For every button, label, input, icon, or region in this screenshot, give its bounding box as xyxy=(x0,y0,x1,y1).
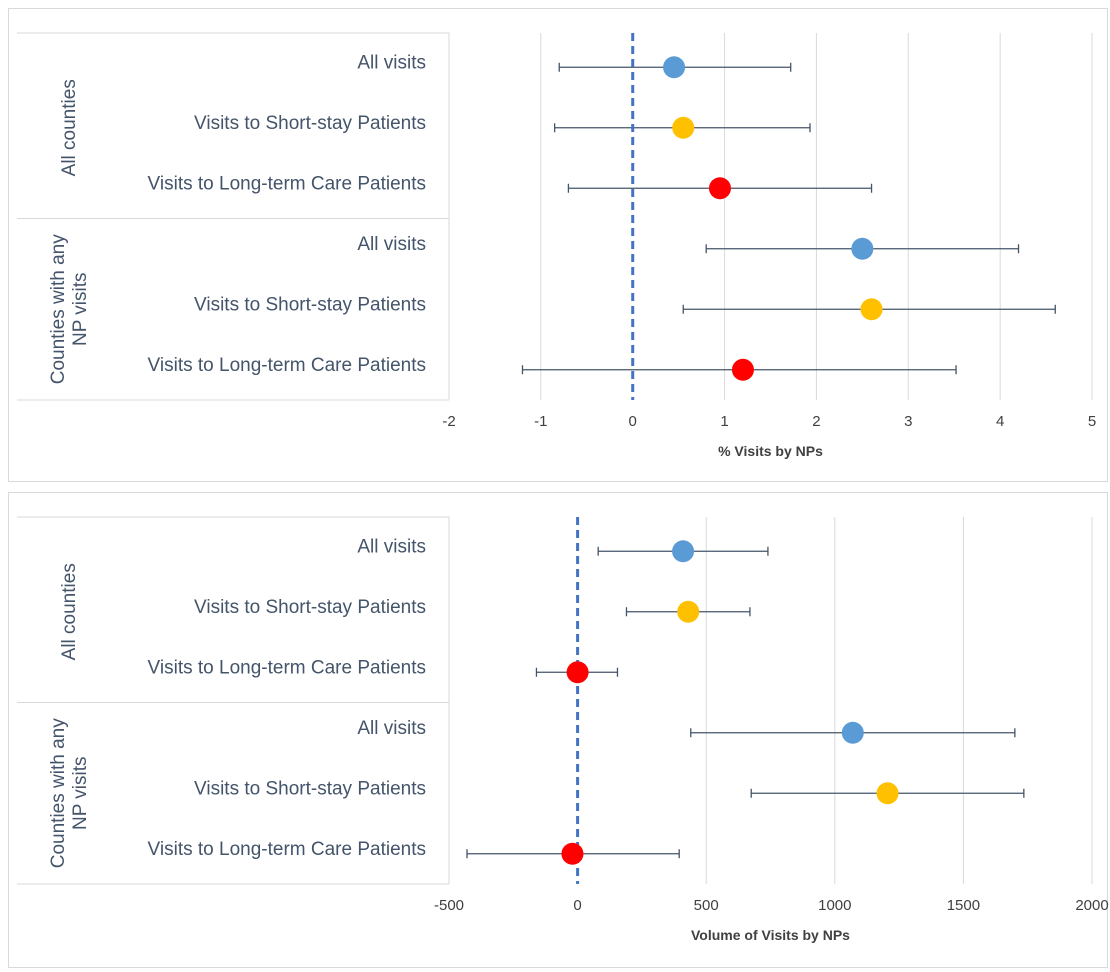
x-tick-label: 0 xyxy=(573,897,581,914)
row-label: Visits to Short-stay Patients xyxy=(194,778,426,799)
x-tick-label: 500 xyxy=(694,897,719,914)
point-estimate-marker xyxy=(677,600,700,623)
chart-panel-volume-visits: All visits Visits to Short-stay Patients V… xyxy=(8,492,1109,968)
x-tick-label: 4 xyxy=(996,413,1004,430)
forest-plot-volume-visits: All visits Visits to Short-stay Patients V… xyxy=(17,516,1109,943)
x-axis-title: Volume of Visits by NPs xyxy=(691,927,850,943)
row-label: Visits to Long-term Care Patients xyxy=(148,657,426,678)
row-label: All visits xyxy=(357,234,426,255)
forest-plot-percent-visits: All visits Visits to Short-stay Patients V… xyxy=(17,32,1096,459)
point-estimate-marker xyxy=(672,116,695,139)
group-label: Counties with anyNP visits xyxy=(48,718,91,868)
x-axis-title: % Visits by NPs xyxy=(718,443,823,459)
point-estimate-marker xyxy=(860,298,883,321)
x-tick-label: 3 xyxy=(904,413,912,430)
point-estimate-marker xyxy=(708,177,731,200)
point-estimate-marker xyxy=(672,540,695,563)
point-estimate-marker xyxy=(663,56,686,79)
row-label: Visits to Long-term Care Patients xyxy=(148,355,426,376)
group-label: Counties with anyNP visits xyxy=(48,234,91,384)
x-tick-label: 2000 xyxy=(1075,897,1108,914)
point-estimate-marker xyxy=(876,782,899,805)
x-tick-label: -500 xyxy=(434,897,464,914)
x-tick-label: 1 xyxy=(720,413,728,430)
row-label: Visits to Long-term Care Patients xyxy=(148,173,426,194)
row-label: Visits to Long-term Care Patients xyxy=(148,839,426,860)
x-tick-label: 2 xyxy=(812,413,820,430)
point-estimate-marker xyxy=(841,721,864,744)
group-label: All counties xyxy=(59,79,80,176)
group-label: All counties xyxy=(59,563,80,660)
row-label: All visits xyxy=(357,536,426,557)
row-label: Visits to Short-stay Patients xyxy=(194,597,426,618)
chart-panel-percent-visits: All visits Visits to Short-stay Patients V… xyxy=(8,8,1108,482)
point-estimate-marker xyxy=(851,237,874,260)
x-tick-label: -1 xyxy=(534,413,547,430)
row-label: Visits to Short-stay Patients xyxy=(194,113,426,134)
row-label: Visits to Short-stay Patients xyxy=(194,294,426,315)
x-tick-label: 0 xyxy=(629,413,637,430)
row-label: All visits xyxy=(357,718,426,739)
x-tick-label: -2 xyxy=(442,413,455,430)
point-estimate-marker xyxy=(561,842,584,865)
x-tick-label: 1000 xyxy=(818,897,851,914)
x-tick-label: 1500 xyxy=(947,897,980,914)
x-tick-label: 5 xyxy=(1088,413,1096,430)
point-estimate-marker xyxy=(731,358,754,381)
row-label: All visits xyxy=(357,52,426,73)
point-estimate-marker xyxy=(566,661,589,684)
